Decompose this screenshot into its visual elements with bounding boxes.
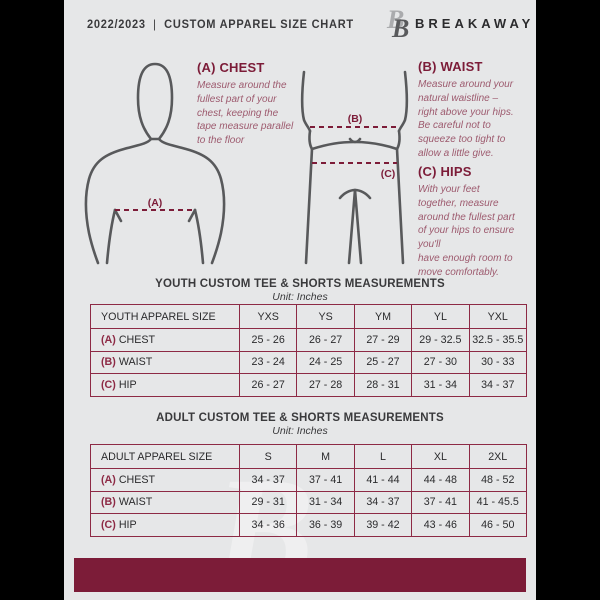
svg-text:(B): (B) — [348, 113, 363, 125]
svg-text:(A): (A) — [148, 197, 163, 209]
svg-text:(C): (C) — [381, 168, 396, 180]
